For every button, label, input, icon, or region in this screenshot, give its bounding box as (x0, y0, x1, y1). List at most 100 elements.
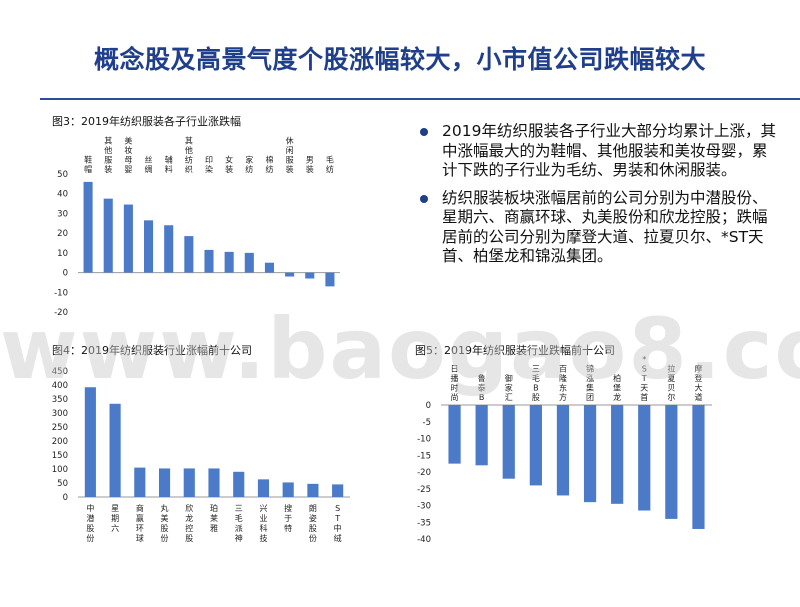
chart3-bar (244, 252, 254, 273)
chart5-category-label: 百隆东方 (559, 365, 567, 403)
bullet-item: 2019年纺织服装各子行业大部分均累计上涨，其中涨幅最大的为鞋帽、其他服装和美妆… (418, 122, 778, 181)
chart4-ytick: 350 (52, 395, 68, 405)
chart4-category-label: 兴业科技 (259, 504, 267, 543)
chart3-category-label: 女装 (225, 155, 233, 175)
chart4-bar (183, 468, 195, 497)
chart3-category-label: 鞋帽 (84, 155, 92, 175)
chart5-bar (611, 405, 624, 504)
chart3-bar (204, 249, 214, 273)
bullet-list: 2019年纺织服装各子行业大部分均累计上涨，其中涨幅最大的为鞋帽、其他服装和美妆… (418, 122, 778, 275)
chart3-category-label: 毛纺 (326, 155, 334, 175)
chart3-category-label: 男装 (306, 156, 314, 175)
chart5-bar (475, 405, 488, 466)
chart4-ytick: 150 (52, 451, 68, 461)
chart3-ytick: -10 (54, 288, 68, 298)
chart3-category-label: 休闲服装 (286, 136, 294, 175)
chart4-bar (282, 482, 294, 497)
chart5-category-label: 拉夏贝尔 (667, 364, 675, 403)
chart4-bar (208, 468, 220, 497)
chart5-category-label: 鲁泰 B (478, 373, 486, 402)
chart3-ytick: 20 (57, 229, 68, 239)
chart3-category-label: 印染 (205, 156, 213, 175)
chart3-bar (83, 181, 93, 273)
chart4-title: 图4：2019年纺织服装行业涨幅前十公司 (52, 344, 252, 357)
chart5-ytick: -25 (417, 485, 431, 495)
chart3-bar (264, 262, 274, 273)
chart5-category-label: 锦泓集团 (586, 364, 594, 403)
chart4-bar (109, 403, 121, 497)
chart4-bar (84, 387, 96, 497)
chart4-ytick: 400 (52, 381, 68, 391)
chart3-ytick: 0 (63, 269, 68, 279)
chart5-bar (556, 405, 570, 496)
chart3-category-label: 美妆母婴 (124, 136, 132, 175)
chart5-ytick: -10 (417, 435, 431, 445)
chart5-ytick: 0 (426, 401, 431, 411)
chart3-category-label: 辅料 (165, 155, 173, 175)
chart4-bar (134, 467, 146, 497)
chart3-category-label: 家纺 (245, 155, 253, 175)
chart5-title: 图5：2019年纺织服装行业跌幅前十公司 (415, 344, 615, 357)
chart3-category-label: 丝绸 (145, 155, 153, 175)
chart4-category-label: 搜于特 (284, 503, 292, 533)
chart4-category-label: 朗姿股份 (309, 503, 317, 543)
bullet-text-2: 纺织服装板块涨幅居前的公司分别为中潜股份、星期六、商赢环球、丸美股份和欣龙控股；… (442, 188, 768, 266)
chart5-category-label: 摩登大道 (694, 364, 702, 403)
bullet-dot-icon (420, 128, 428, 136)
chart5-bar (529, 405, 542, 486)
chart4-bar (257, 479, 270, 497)
chart3-bar (164, 225, 174, 273)
chart4-ytick: 50 (57, 479, 68, 489)
chart5-category-label: 三毛 B 股 (532, 365, 540, 403)
chart4-ytick: 450 (52, 367, 68, 377)
chart4-ytick: 0 (63, 493, 68, 503)
chart3-bar (184, 236, 194, 273)
chart3-ytick: -20 (54, 308, 68, 318)
chart4-category-label: 丸美股份 (161, 503, 169, 543)
chart4-bar (233, 471, 245, 497)
chart4-ytick: 200 (52, 437, 68, 447)
bullet-dot-icon (420, 194, 428, 203)
chart4-category-label: 珀莱雅 (210, 503, 218, 533)
chart4-ytick: 250 (52, 423, 68, 433)
chart3-bar (325, 272, 335, 287)
chart3-category-label: 棉纺 (265, 155, 273, 175)
chart4-category-label: S T 中绒 (334, 504, 342, 543)
chart5-bar (665, 405, 678, 519)
chart3-category-label: 其他服装 (104, 137, 112, 175)
chart4-ytick: 100 (52, 465, 68, 475)
chart3-ytick: 30 (57, 209, 68, 219)
bullet-text-1: 2019年纺织服装各子行业大部分均累计上涨，其中涨幅最大的为鞋帽、其他服装和美妆… (442, 122, 776, 179)
chart4-bar (332, 484, 344, 497)
chart5-ytick: -40 (417, 535, 431, 545)
chart3-bar (224, 251, 234, 273)
page-title: 概念股及高景气度个股涨幅较大，小市值公司跌幅较大 (93, 45, 706, 74)
chart5-bar (448, 405, 461, 464)
chart5-bar (583, 405, 597, 503)
chart3-bar (305, 272, 315, 279)
chart4-category-label: 中潜股份 (86, 503, 94, 543)
chart4-bar (158, 468, 171, 497)
chart4-category-label: 三毛派神 (235, 504, 243, 543)
chart5-ytick: -30 (417, 502, 431, 512)
chart4-category-label: 星期六 (111, 504, 119, 533)
chart5-ytick: -15 (417, 451, 431, 461)
bullet-item: 纺织服装板块涨幅居前的公司分别为中潜股份、星期六、商赢环球、丸美股份和欣龙控股；… (418, 189, 778, 267)
title-divider (40, 98, 800, 100)
chart5-category-label: 日播时尚 (451, 365, 459, 403)
chart3-ytick: 40 (57, 190, 68, 200)
chart5-bar (502, 405, 515, 479)
chart5-category-label: 御家汇 (505, 373, 513, 402)
chart5-ytick: -20 (417, 468, 431, 478)
chart5-bar (692, 405, 705, 529)
chart3-bar (123, 204, 133, 273)
chart3-bar (144, 220, 154, 273)
chart4-category-label: 欣龙控股 (185, 503, 193, 543)
chart5-category-label: 柏堡龙 (613, 373, 621, 402)
chart3-bar (103, 198, 113, 273)
chart3-ytick: 50 (57, 170, 68, 180)
chart4-category-label: 商赢环球 (136, 503, 144, 543)
chart3-title: 图3：2019年纺织服装各子行业涨跌幅 (52, 115, 241, 128)
chart5-category-label: * S T 天首 (640, 355, 648, 402)
